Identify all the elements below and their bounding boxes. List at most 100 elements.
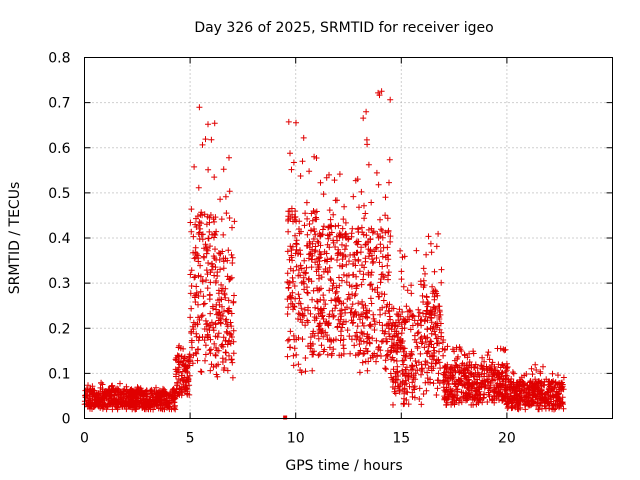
data-point xyxy=(284,270,291,277)
data-point xyxy=(391,385,398,392)
data-point xyxy=(339,321,346,328)
data-point xyxy=(433,243,440,250)
data-point xyxy=(405,370,412,377)
y-tick-label: 0 xyxy=(62,412,71,428)
data-point xyxy=(485,389,492,396)
data-point xyxy=(438,279,445,286)
data-point xyxy=(408,351,415,358)
data-point xyxy=(299,319,306,326)
data-point xyxy=(228,331,234,338)
data-point xyxy=(85,397,92,404)
data-point xyxy=(113,391,120,398)
data-point xyxy=(190,233,197,240)
data-point xyxy=(375,344,382,351)
data-point xyxy=(423,310,430,317)
data-point xyxy=(292,295,299,302)
data-point xyxy=(447,364,454,371)
data-point xyxy=(226,337,233,344)
data-point xyxy=(532,361,539,368)
data-point xyxy=(444,343,451,350)
data-point xyxy=(224,330,231,336)
data-point xyxy=(406,383,413,390)
data-point xyxy=(373,169,380,176)
data-point xyxy=(189,323,196,330)
data-point xyxy=(288,205,295,212)
data-point xyxy=(202,351,209,358)
data-point xyxy=(212,352,219,359)
data-point xyxy=(384,215,391,222)
data-point xyxy=(335,294,342,301)
data-point xyxy=(357,347,364,354)
data-point xyxy=(347,295,353,302)
data-point xyxy=(379,322,386,329)
data-point xyxy=(371,350,378,357)
data-point xyxy=(290,159,297,166)
data-point xyxy=(112,398,119,405)
data-point xyxy=(531,385,537,392)
data-point xyxy=(293,263,300,270)
data-point xyxy=(402,377,409,384)
data-point xyxy=(301,286,308,293)
grid-lines xyxy=(84,57,613,419)
data-point xyxy=(320,348,327,355)
data-point xyxy=(339,241,345,248)
data-point xyxy=(314,305,321,312)
data-point xyxy=(360,276,367,283)
data-point xyxy=(337,307,344,314)
data-point xyxy=(403,397,410,403)
data-point xyxy=(356,341,363,348)
data-point xyxy=(418,371,424,378)
data-point xyxy=(479,377,486,384)
data-point xyxy=(322,301,329,308)
data-point xyxy=(449,365,456,371)
data-point xyxy=(479,354,486,361)
data-point xyxy=(226,276,232,283)
data-point xyxy=(333,302,339,309)
data-point xyxy=(495,391,502,398)
data-point xyxy=(474,365,481,372)
data-point xyxy=(304,290,311,297)
data-point xyxy=(192,349,199,356)
data-point xyxy=(362,258,369,265)
data-point xyxy=(371,248,378,255)
data-point xyxy=(331,296,338,303)
data-point xyxy=(484,352,491,359)
data-point xyxy=(480,395,487,402)
data-point xyxy=(382,194,389,201)
data-point xyxy=(418,322,425,329)
data-point xyxy=(384,262,391,269)
data-point xyxy=(99,386,106,393)
data-point xyxy=(226,188,233,195)
data-point xyxy=(324,336,331,343)
data-point xyxy=(388,336,395,343)
data-point xyxy=(204,213,211,220)
data-point xyxy=(202,357,208,364)
data-point xyxy=(543,391,550,398)
data-point xyxy=(360,351,367,357)
data-point xyxy=(287,328,294,335)
data-point xyxy=(321,257,328,264)
data-point xyxy=(204,247,211,254)
data-point xyxy=(224,273,231,280)
data-point xyxy=(337,328,344,335)
data-point xyxy=(128,396,134,403)
data-point xyxy=(339,256,346,263)
data-point xyxy=(369,229,376,236)
data-point xyxy=(326,231,333,238)
data-point xyxy=(228,323,235,330)
data-point xyxy=(403,303,410,310)
data-point xyxy=(398,330,405,337)
data-point xyxy=(300,134,307,141)
data-point xyxy=(453,386,460,393)
data-point xyxy=(325,235,332,242)
data-point xyxy=(171,405,178,412)
data-point xyxy=(193,333,200,340)
data-point xyxy=(360,271,367,278)
data-point xyxy=(165,403,171,410)
data-point xyxy=(190,249,197,256)
data-point xyxy=(339,263,346,269)
data-point xyxy=(354,283,361,289)
data-point xyxy=(295,267,302,273)
data-point xyxy=(150,393,156,400)
data-point xyxy=(443,384,450,391)
